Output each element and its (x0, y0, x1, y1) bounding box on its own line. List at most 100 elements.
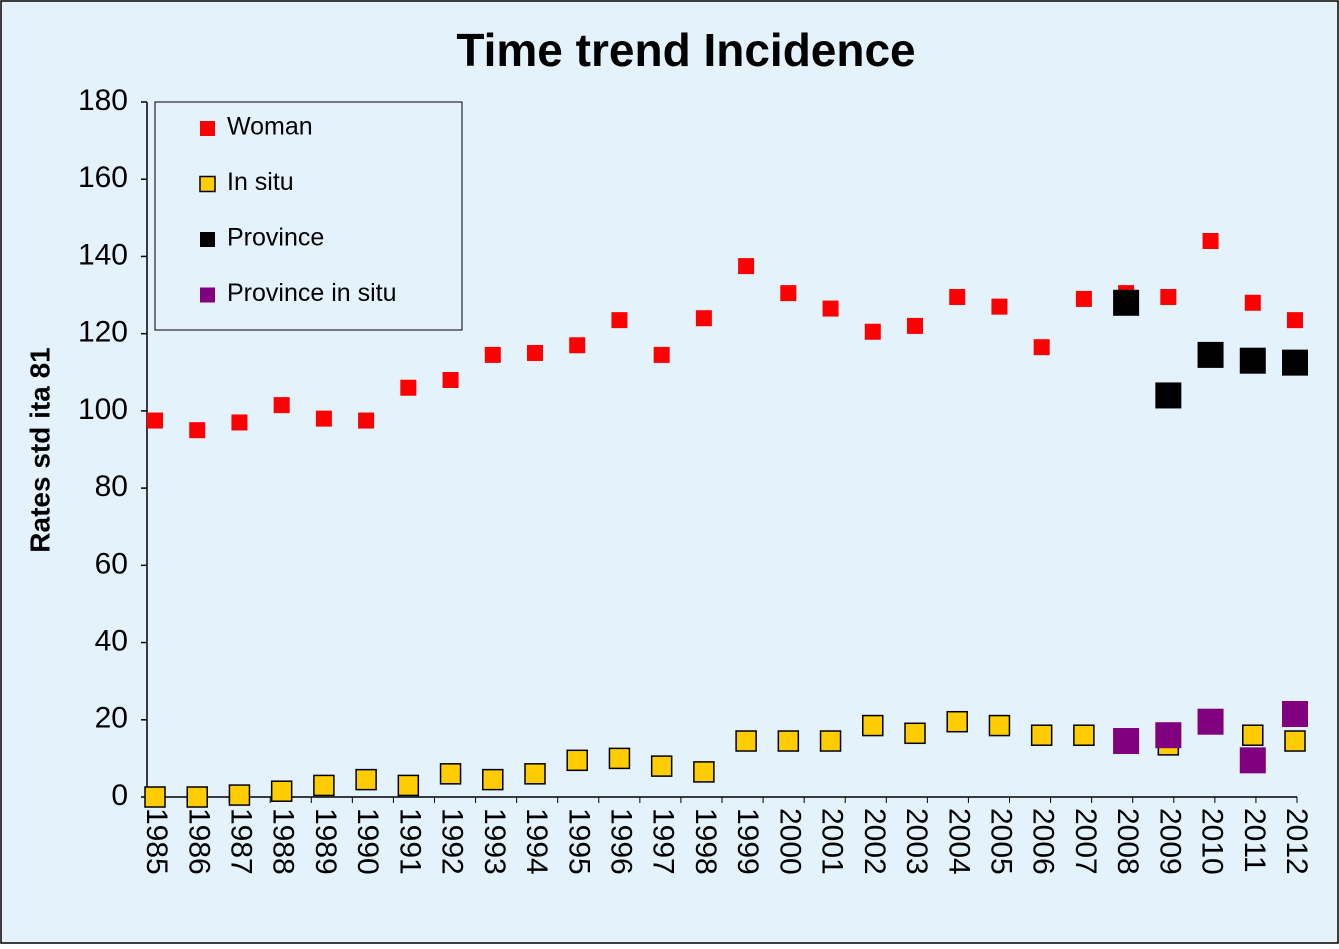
y-tick-label: 60 (95, 547, 128, 580)
marker (231, 414, 248, 431)
marker (1160, 288, 1177, 305)
y-tick-label: 140 (78, 238, 128, 271)
marker (991, 298, 1008, 315)
x-tick-label: 1996 (605, 808, 638, 875)
x-tick-label: 2010 (1196, 808, 1229, 875)
marker (315, 410, 332, 427)
marker (1197, 341, 1224, 368)
x-tick-label: 2012 (1280, 808, 1313, 875)
marker (400, 379, 417, 396)
y-tick-label: 0 (111, 779, 128, 812)
legend-label: Province (227, 224, 324, 252)
marker (1242, 724, 1264, 746)
x-tick-label: 1994 (520, 808, 553, 875)
x-tick-label: 2001 (816, 808, 849, 875)
x-tick-label: 1985 (140, 808, 173, 875)
marker (946, 710, 968, 733)
marker (1155, 382, 1182, 409)
marker (1155, 722, 1182, 749)
marker (822, 300, 839, 317)
marker (1282, 349, 1308, 376)
marker (1073, 724, 1095, 746)
marker (313, 774, 335, 797)
x-tick-label: 1995 (562, 808, 595, 875)
x-tick-label: 1997 (647, 808, 680, 875)
x-tick-label: 1998 (689, 808, 722, 875)
marker (1113, 289, 1140, 316)
x-tick-label: 2011 (1238, 808, 1271, 873)
marker (1239, 347, 1266, 374)
marker (273, 397, 290, 414)
marker (1244, 294, 1261, 311)
marker (484, 346, 501, 363)
y-axis-label: Rates std ita 81 (24, 347, 55, 552)
x-tick-label: 2006 (1027, 808, 1060, 875)
marker (777, 730, 800, 752)
marker (862, 714, 884, 737)
marker (611, 312, 628, 329)
y-tick-label: 40 (95, 624, 128, 657)
y-tick-label: 100 (78, 393, 128, 426)
marker (695, 310, 712, 327)
x-tick-label: 2007 (1069, 808, 1102, 875)
x-tick-label: 1999 (731, 808, 764, 875)
x-tick-label: 2008 (1111, 808, 1144, 875)
y-tick-label: 120 (78, 316, 128, 349)
x-tick-label: 2003 (900, 808, 933, 875)
marker (949, 288, 966, 305)
x-tick-label: 1988 (267, 808, 300, 875)
marker (904, 722, 926, 745)
marker (482, 768, 504, 791)
x-tick-label: 1993 (478, 808, 511, 875)
x-tick-label: 2002 (858, 808, 891, 875)
marker (144, 786, 166, 808)
marker (270, 780, 293, 802)
legend-label: In situ (227, 168, 294, 196)
marker (355, 768, 377, 791)
marker (907, 317, 923, 334)
marker (1239, 747, 1266, 774)
marker (864, 323, 881, 340)
x-tick-label: 2000 (773, 808, 806, 875)
marker (228, 784, 251, 806)
legend-label: Province in situ (227, 279, 397, 307)
marker (1075, 290, 1092, 307)
marker (1030, 724, 1053, 746)
marker (442, 372, 459, 388)
marker (608, 747, 631, 770)
marker (1113, 728, 1140, 755)
x-tick-label: 1987 (225, 808, 258, 875)
x-tick-label: 1992 (436, 808, 469, 875)
y-tick-label: 160 (78, 161, 128, 194)
marker (650, 755, 673, 777)
marker (1197, 708, 1224, 735)
legend-marker (199, 175, 216, 193)
marker (186, 786, 208, 808)
marker (693, 761, 715, 783)
x-tick-label: 2004 (942, 808, 975, 875)
marker (1284, 730, 1306, 752)
legend-marker (200, 287, 215, 303)
marker (653, 346, 670, 363)
marker (1287, 312, 1303, 329)
marker (524, 763, 546, 785)
marker (780, 285, 797, 302)
marker (147, 412, 163, 429)
x-tick-label: 2005 (985, 808, 1018, 875)
marker (397, 774, 420, 797)
chart-title: Time trend Incidence (456, 24, 915, 76)
marker (1202, 233, 1219, 249)
legend-marker (200, 232, 215, 247)
x-tick-label: 1989 (309, 808, 342, 875)
marker (439, 763, 462, 785)
x-tick-label: 1990 (351, 808, 384, 875)
marker (1282, 700, 1308, 727)
marker (819, 730, 842, 752)
y-tick-label: 20 (95, 702, 128, 735)
marker (738, 258, 755, 275)
marker (1033, 339, 1050, 356)
x-tick-label: 2009 (1153, 808, 1186, 875)
marker (189, 422, 206, 439)
